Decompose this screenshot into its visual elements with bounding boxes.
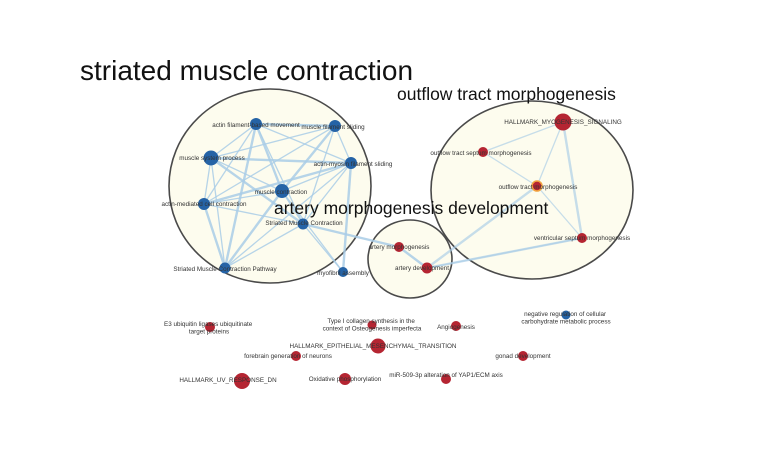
node-label-e3-ubiquitin-ligases-text: E3 ubiquitin ligases ubiquitinate	[164, 321, 253, 328]
node-actin-myosin-filament-sliding[interactable]	[345, 157, 357, 169]
node-actin-mediated-cell-contraction[interactable]	[198, 198, 210, 210]
edge	[482, 151, 538, 187]
edge	[210, 125, 336, 159]
node-oxidative-phosphorylation[interactable]	[339, 373, 351, 385]
node-label-hallmark-uv-response-dn: HALLMARK_UV_RESPONSE_DN	[179, 377, 277, 384]
node-striated-muscle-contraction[interactable]	[297, 218, 309, 230]
edge	[224, 162, 352, 269]
edge	[254, 123, 284, 192]
edge	[281, 162, 352, 192]
edge-layer	[202, 121, 584, 273]
node-label-muscle-filament-sliding: muscle filament sliding	[301, 124, 365, 131]
edge	[210, 157, 226, 269]
edge	[302, 223, 344, 273]
node-artery-development[interactable]	[421, 262, 433, 274]
edge	[203, 190, 283, 205]
node-label-negative-regulation-carbohydrate-metabolic: negative regulation of cellular carbohyd…	[521, 311, 610, 326]
edge	[203, 161, 352, 206]
node-e3-ubiquitin-ligases[interactable]	[205, 322, 215, 332]
cluster-title-striated-muscle-contraction: striated muscle contraction	[80, 55, 413, 86]
node-myofibril-assembly[interactable]	[338, 267, 348, 277]
node-hallmark-uv-response-dn[interactable]	[234, 373, 250, 389]
node-forebrain-generation-of-neurons[interactable]	[291, 351, 301, 361]
edge	[255, 123, 352, 164]
node-ventricular-septum-morphogenesis[interactable]	[577, 233, 587, 243]
edge	[302, 162, 352, 225]
edge	[536, 185, 583, 239]
node-label-actin-mediated-cell-contraction: actin-mediated cell contraction	[161, 201, 247, 208]
edge	[341, 162, 353, 273]
edge	[561, 121, 584, 239]
node-negative-regulation-carbohydrate-metabolic[interactable]	[561, 310, 571, 320]
node-gonad-development[interactable]	[518, 351, 528, 361]
cluster-title-artery-morphogenesis-development: artery morphogenesis development	[274, 198, 548, 218]
node-artery-morphogenesis[interactable]	[394, 242, 404, 252]
edge	[203, 157, 212, 205]
node-label-hallmark-myogenesis-signaling: HALLMARK_MYOGENESIS_SIGNALING	[504, 119, 622, 126]
node-outflow-tract-septum-morphogenesis[interactable]	[478, 147, 488, 157]
node-angiogenesis[interactable]	[451, 321, 461, 331]
node-label-e3-ubiquitin-ligases: E3 ubiquitin ligases ubiquitinate target…	[164, 321, 254, 336]
edge	[210, 123, 257, 159]
edge	[210, 157, 304, 225]
node-label-mir-509-3p-yap1-ecm-text: miR-509-3p alteration of YAP1/ECM axis	[389, 372, 503, 379]
edge	[302, 125, 336, 225]
node-label-ventricular-septum-morphogenesis: ventricular septum morphogenesis	[534, 235, 630, 242]
node-label-artery-morphogenesis: artery morphogenesis	[369, 244, 430, 251]
node-striated-muscle-contraction-pathway[interactable]	[219, 262, 231, 274]
edge	[281, 190, 344, 273]
node-label-negative-regulation-carbohydrate-metabolic-text-line2: carbohydrate metabolic process	[521, 319, 610, 326]
edge	[334, 125, 352, 164]
edge	[255, 122, 336, 128]
edge	[426, 185, 538, 269]
node-hallmark-myogenesis-signaling[interactable]	[554, 113, 572, 131]
node-muscle-system-process[interactable]	[203, 150, 219, 166]
edge	[302, 222, 400, 249]
node-hallmark-epithelial-mesenchymal-transition[interactable]	[370, 338, 386, 354]
node-label-outflow-tract-septum-morphogenesis: outflow tract septum morphogenesis	[430, 150, 531, 157]
edge	[203, 203, 304, 225]
node-label-mir-509-3p-yap1-ecm: miR-509-3p alteration of YAP1/ECM axis	[389, 372, 503, 379]
edge	[202, 203, 227, 269]
edge	[398, 246, 428, 269]
node-label-gonad-development: gonad development	[495, 353, 551, 360]
node-label-hallmark-epithelial-mesenchymal-transition: HALLMARK_EPITHELIAL_MESENCHYMAL_TRANSITI…	[290, 343, 457, 350]
edge	[203, 125, 336, 205]
node-actin-filament-based-movement[interactable]	[250, 118, 262, 130]
edge	[224, 190, 283, 269]
node-label-actin-filament-based-movement: actin filament-based movement	[212, 122, 300, 129]
node-label-myofibril-assembly: myofibril assembly	[317, 270, 370, 277]
node-label-type-i-collagen-synthesis-text: Type I collagen synthesis in the	[327, 318, 415, 325]
node-label-muscle-system-process: muscle system process	[179, 155, 244, 162]
node-muscle-filament-sliding[interactable]	[329, 120, 341, 132]
node-type-i-collagen-synthesis[interactable]	[367, 320, 377, 330]
node-label-outflow-tract-morphogenesis: outflow tract morphogenesis	[499, 184, 578, 191]
node-label-artery-development: artery development	[395, 265, 449, 272]
node-label-e3-ubiquitin-ligases-text-line2: target proteins	[189, 329, 229, 336]
node-label-forebrain-generation-of-neurons: forebrain generation of neurons	[244, 353, 332, 360]
node-label-oxidative-phosphorylation: Oxidative phosphorylation	[309, 376, 382, 383]
edge	[426, 236, 583, 270]
edge	[210, 156, 352, 165]
edge	[255, 123, 304, 225]
node-label-type-i-collagen-synthesis: Type I collagen synthesis in the context…	[323, 318, 422, 333]
node-mir-509-3p-yap1-ecm[interactable]	[441, 374, 451, 384]
cluster-title-outflow-tract-morphogenesis: outflow tract morphogenesis	[397, 84, 616, 104]
node-label-striated-muscle-contraction: Striated Muscle Contraction	[265, 220, 343, 227]
node-label-type-i-collagen-synthesis-text-line2: context of Osteogenesis imperfecta	[323, 326, 422, 333]
node-label-angiogenesis: Angiogenesis	[437, 324, 475, 331]
edge	[536, 121, 564, 187]
node-label-striated-muscle-contraction-pathway: Striated Muscle Contraction Pathway	[173, 266, 277, 273]
node-outflow-tract-morphogenesis[interactable]	[531, 180, 543, 192]
node-label-actin-myosin-filament-sliding: actin-myosin filament sliding	[314, 161, 393, 168]
cluster-outline-artery-morphogenesis-development[interactable]	[367, 219, 453, 299]
edge	[203, 123, 257, 205]
edge	[482, 121, 564, 153]
node-muscle-contraction[interactable]	[275, 184, 289, 198]
node-label-muscle-contraction: muscle contraction	[255, 189, 308, 196]
node-label-negative-regulation-carbohydrate-metabolic-text: negative regulation of cellular	[524, 311, 606, 318]
edge	[224, 223, 304, 269]
